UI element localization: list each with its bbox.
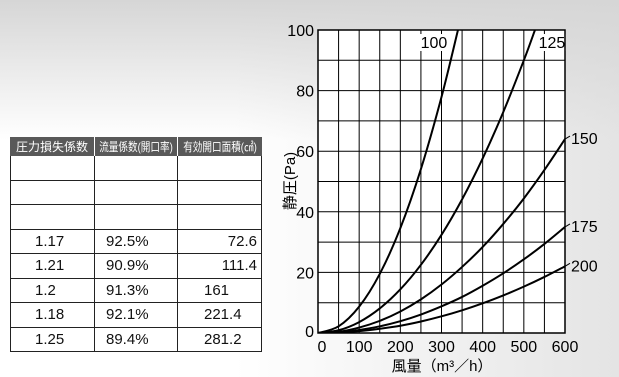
cell-pressure-loss-coefficient: 1.18 (10, 303, 95, 327)
header-label: 流量係数(開口率) (99, 140, 173, 154)
table-cell (95, 156, 178, 180)
cell-effective-opening-area: 111.4 (178, 254, 262, 278)
curve-label-background (419, 34, 448, 51)
x-axis-title: 風量（m³／h） (392, 358, 493, 375)
cell-flow-coefficient: 92.1% (95, 303, 178, 327)
x-tick-label: 500 (510, 339, 537, 356)
table-row-empty (10, 205, 262, 230)
curve-label-200: 200 (571, 258, 598, 275)
y-tick-label: 80 (296, 84, 314, 101)
cell-flow-coefficient: 90.9% (95, 254, 178, 278)
table-row: 1.2 91.3% 161 (10, 278, 262, 303)
plot-border (317, 29, 566, 334)
cell-effective-opening-area: 161 (178, 278, 262, 302)
y-tick-label: 60 (296, 144, 314, 161)
curve-label-125: 125 (539, 35, 566, 52)
x-tick-label: 600 (552, 339, 579, 356)
header-flow-coefficient: 流量係数(開口率) (95, 137, 178, 156)
cell-flow-coefficient: 89.4% (95, 327, 178, 351)
curve-200 (318, 265, 565, 333)
table-cell (178, 156, 262, 180)
curve-labels: 100 125 150 175 200 (419, 34, 598, 275)
table-cell (95, 205, 178, 229)
curve-100 (318, 30, 459, 333)
table-row: 1.17 92.5% 72.6 (10, 229, 262, 254)
cell-flow-coefficient: 92.5% (95, 229, 178, 253)
x-tick-label: 200 (387, 339, 414, 356)
cell-flow-coefficient: 91.3% (95, 278, 178, 302)
grid (317, 29, 566, 334)
curve-label-100: 100 (421, 35, 448, 52)
curve-label-background (537, 34, 566, 51)
table-row: 1.21 90.9% 111.4 (10, 254, 262, 279)
cell-pressure-loss-coefficient: 1.21 (10, 254, 95, 278)
cell-effective-opening-area: 281.2 (178, 327, 262, 351)
curve-label-175: 175 (571, 219, 598, 236)
table-cell (10, 156, 95, 180)
plot-frame (317, 29, 566, 334)
curves (318, 30, 565, 333)
table-cell (10, 180, 95, 204)
y-tick-label: 100 (287, 23, 314, 40)
table-cell (178, 180, 262, 204)
curve-175 (318, 226, 565, 333)
header-label: 圧力損失係数 (15, 140, 88, 154)
curve-label-leader (564, 223, 571, 228)
y-tick-label: 0 (305, 324, 314, 341)
y-tick-label: 40 (296, 205, 314, 222)
x-tick-label: 300 (428, 339, 455, 356)
table-cell (95, 180, 178, 204)
cell-effective-opening-area: 72.6 (178, 229, 262, 253)
y-axis-title: 静圧(Pa) (282, 152, 299, 210)
curve-150 (318, 138, 565, 333)
table-header: 圧力損失係数 流量係数(開口率) 有効開口面積(㎠) (10, 137, 262, 156)
tick-labels: 0 100 200 300 400 500 600 0 20 40 60 80 100 (287, 23, 578, 356)
header-effective-opening-area: 有効開口面積(㎠) (178, 137, 262, 156)
x-tick-label: 400 (469, 339, 496, 356)
cell-pressure-loss-coefficient: 1.17 (10, 229, 95, 253)
curve-125 (318, 30, 536, 333)
y-tick-label: 20 (296, 265, 314, 282)
x-tick-label: 100 (346, 339, 373, 356)
table-body: 1.17 92.5% 72.6 1.21 90.9% 111.4 1.2 91.… (10, 156, 262, 352)
curve-label-150: 150 (571, 131, 598, 148)
pressure-loss-table: 圧力損失係数 流量係数(開口率) 有効開口面積(㎠) 1.17 92.5% 7 (10, 137, 262, 352)
table-row-empty (10, 180, 262, 205)
curve-label-leader (564, 262, 571, 267)
cell-pressure-loss-coefficient: 1.2 (10, 278, 95, 302)
table-row: 1.25 89.4% 281.2 (10, 327, 262, 352)
table-row: 1.18 92.1% 221.4 (10, 303, 262, 328)
header-label: 有効開口面積(㎠) (183, 140, 257, 154)
table-row-empty (10, 156, 262, 181)
table-cell (178, 205, 262, 229)
table-cell (10, 205, 95, 229)
cell-pressure-loss-coefficient: 1.25 (10, 327, 95, 351)
x-tick-label: 0 (318, 339, 327, 356)
curve-label-leader (564, 135, 571, 140)
cell-effective-opening-area: 221.4 (178, 303, 262, 327)
header-pressure-loss-coefficient: 圧力損失係数 (10, 137, 95, 156)
